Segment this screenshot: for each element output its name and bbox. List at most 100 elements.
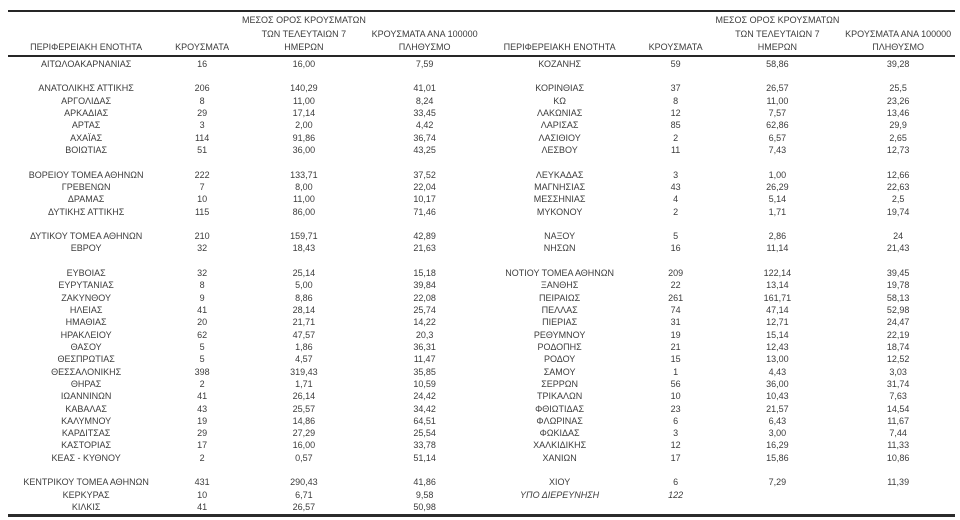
- header-avg7-line1: ΜΕΣΟΣ ΟΡΟΣ ΚΡΟΥΣΜΑΤΩΝ: [241, 15, 366, 25]
- cell-per100k: 2,5: [891, 194, 905, 205]
- header-spacer: [482, 28, 638, 42]
- cell-per100k: 51,14: [413, 452, 436, 463]
- table-spacer-row: [482, 218, 956, 230]
- cell-per100k: 22,19: [886, 329, 910, 340]
- cell-per100k: 24,47: [886, 317, 910, 328]
- cell-cases: 122: [668, 489, 684, 500]
- table-row: ΒΟΡΕΙΟΥ ΤΟΜΕΑ ΑΘΗΝΩΝ 222 133,71 37,52: [8, 169, 482, 181]
- cell-cases: 3: [673, 428, 679, 439]
- cell-avg7: 8,86: [295, 292, 313, 303]
- header-spacer: [164, 28, 240, 42]
- cell-region: ΣΑΜΟΥ: [543, 366, 576, 377]
- cell-cases: 10: [197, 489, 208, 500]
- table-row: ΚΟΡΙΝΘΙΑΣ 37 26,57 25,5: [482, 82, 956, 94]
- header-per100k-line2: ΠΛΗΘΥΣΜΟ: [872, 42, 925, 53]
- cell-cases: 19: [197, 415, 208, 426]
- header-avg7-line1: ΜΕΣΟΣ ΟΡΟΣ ΚΡΟΥΣΜΑΤΩΝ: [715, 15, 840, 25]
- cell-per100k: 33,78: [413, 440, 436, 451]
- cell-cases: 1: [673, 366, 679, 377]
- header-spacer: [164, 14, 240, 28]
- table-row: ΑΡΚΑΔΙΑΣ 29 17,14 33,45: [8, 107, 482, 119]
- cell-cases: 12: [670, 108, 681, 119]
- table-row: ΘΕΣΠΡΩΤΙΑΣ 5 4,57 11,47: [8, 353, 482, 365]
- table-row: ΧΙΟΥ 6 7,29 11,39: [482, 476, 956, 488]
- cell-cases: 20: [197, 317, 208, 328]
- cell-region: ΚΙΛΚΙΣ: [71, 502, 101, 513]
- cell-region: ΦΘΙΩΤΙΔΑΣ: [535, 403, 585, 414]
- table-row: ΜΕΣΣΗΝΙΑΣ 4 5,14 2,5: [482, 193, 956, 205]
- cell-region: ΡΕΘΥΜΝΟΥ: [533, 329, 586, 340]
- table-row: ΛΑΣΙΘΙΟΥ 2 6,57 2,65: [482, 132, 956, 144]
- table-spacer-row: [482, 464, 956, 476]
- cell-region: ΡΟΔΟΠΗΣ: [537, 341, 582, 352]
- cell-avg7: 319,43: [290, 366, 318, 377]
- table-row: ΘΑΣΟΥ 5 1,86 36,31: [8, 341, 482, 353]
- header-region: ΠΕΡΙΦΕΡΕΙΑΚΗ ΕΝΟΤΗΤΑ: [503, 42, 616, 53]
- table-row: ΡΟΔΟΥ 15 13,00 12,52: [482, 353, 956, 365]
- cell-per100k: 7,44: [889, 428, 907, 439]
- cell-cases: 398: [194, 366, 210, 377]
- cell-per100k: 11,33: [887, 440, 910, 451]
- cell-per100k: 39,45: [886, 268, 910, 279]
- bottom-rule: [8, 514, 955, 518]
- cell-region: ΒΟΡΕΙΟΥ ΤΟΜΕΑ ΑΘΗΝΩΝ: [28, 169, 144, 180]
- cell-region: ΛΑΣΙΘΙΟΥ: [538, 132, 581, 143]
- cell-avg7: 47,14: [766, 305, 789, 316]
- table-row: ΔΥΤΙΚΟΥ ΤΟΜΕΑ ΑΘΗΝΩΝ 210 159,71 42,89: [8, 230, 482, 242]
- cell-avg7: 17,14: [292, 108, 316, 119]
- table-row: ΗΜΑΘΙΑΣ 20 21,71 14,22: [8, 316, 482, 328]
- table-row: ΦΛΩΡΙΝΑΣ 6 6,43 11,67: [482, 415, 956, 427]
- table-row: ΛΕΣΒΟΥ 11 7,43 12,73: [482, 144, 956, 156]
- header-spacer: [841, 14, 955, 28]
- cell-cases: 29: [197, 108, 208, 119]
- table-spacer-row: [8, 464, 482, 476]
- cell-avg7: 16,00: [292, 58, 316, 69]
- cell-cases: 85: [670, 120, 681, 131]
- table-row: ΣΑΜΟΥ 1 4,43 3,03: [482, 366, 956, 378]
- cell-region: ΚΑΒΑΛΑΣ: [65, 403, 107, 414]
- cell-cases: 15: [670, 354, 681, 365]
- cell-per100k: 21,63: [413, 243, 436, 254]
- table-row: ΞΑΝΘΗΣ 22 13,14 19,78: [482, 279, 956, 291]
- cell-region: ΒΟΙΩΤΙΑΣ: [65, 144, 108, 155]
- cell-avg7: 36,00: [292, 144, 316, 155]
- table-row: ΑΝΑΤΟΛΙΚΗΣ ΑΤΤΙΚΗΣ 206 140,29 41,01: [8, 82, 482, 94]
- cell-region: ΚΕΝΤΡΙΚΟΥ ΤΟΜΕΑ ΑΘΗΝΩΝ: [23, 477, 149, 488]
- cell-avg7: 2,00: [295, 120, 313, 131]
- table-row: ΔΥΤΙΚΗΣ ΑΤΤΙΚΗΣ 115 86,00 71,46: [8, 206, 482, 218]
- table-spacer-row: [8, 70, 482, 82]
- header-line-3: ΠΕΡΙΦΕΡΕΙΑΚΗ ΕΝΟΤΗΤΑ ΚΡΟΥΣΜΑΤΑ ΗΜΕΡΩΝ ΠΛ…: [8, 41, 482, 55]
- cell-avg7: 161,71: [763, 292, 792, 303]
- cell-region: ΕΒΡΟΥ: [70, 243, 102, 254]
- cell-region: ΠΕΛΛΑΣ: [541, 305, 578, 316]
- cell-region: ΡΟΔΟΥ: [543, 354, 576, 365]
- cell-region: ΗΡΑΚΛΕΙΟΥ: [60, 329, 112, 340]
- cell-cases: 32: [197, 243, 208, 254]
- cell-cases: 8: [199, 280, 205, 291]
- cell-per100k: 14,54: [886, 403, 910, 414]
- cell-per100k: 24,42: [413, 391, 436, 402]
- cell-avg7: 6,71: [295, 489, 313, 500]
- header-line-2: ΤΩΝ ΤΕΛΕΥΤΑΙΩΝ 7 ΚΡΟΥΣΜΑΤΑ ΑΝΑ 100000: [8, 28, 482, 42]
- cell-cases: 6: [673, 415, 679, 426]
- cell-cases: 8: [673, 95, 679, 106]
- cell-region: ΚΑΛΥΜΝΟΥ: [61, 415, 112, 426]
- cell-cases: 5: [199, 354, 205, 365]
- table-spacer-row: [482, 501, 956, 513]
- table-spacer-row: [482, 70, 956, 82]
- cell-per100k: 50,98: [413, 502, 436, 513]
- cell-avg7: 11,00: [292, 194, 315, 205]
- cell-avg7: 25,57: [292, 403, 316, 414]
- table-row: ΚΕΡΚΥΡΑΣ 10 6,71 9,58: [8, 489, 482, 501]
- cell-per100k: 41,86: [413, 477, 436, 488]
- cell-cases: 43: [197, 403, 208, 414]
- cell-avg7: 1,71: [768, 206, 787, 217]
- cell-avg7: 133,71: [290, 169, 318, 180]
- header-per100k-line1: ΚΡΟΥΣΜΑΤΑ ΑΝΑ 100000: [845, 28, 952, 39]
- table-row: ΚΙΛΚΙΣ 41 26,57 50,98: [8, 501, 482, 513]
- cell-avg7: 4,57: [295, 354, 313, 365]
- cell-avg7: 14,86: [292, 415, 316, 426]
- table-row: ΚΕΑΣ - ΚΥΘΝΟΥ 2 0,57 51,14: [8, 452, 482, 464]
- cell-region: ΣΕΡΡΩΝ: [541, 378, 579, 389]
- cell-per100k: 21,43: [886, 243, 910, 254]
